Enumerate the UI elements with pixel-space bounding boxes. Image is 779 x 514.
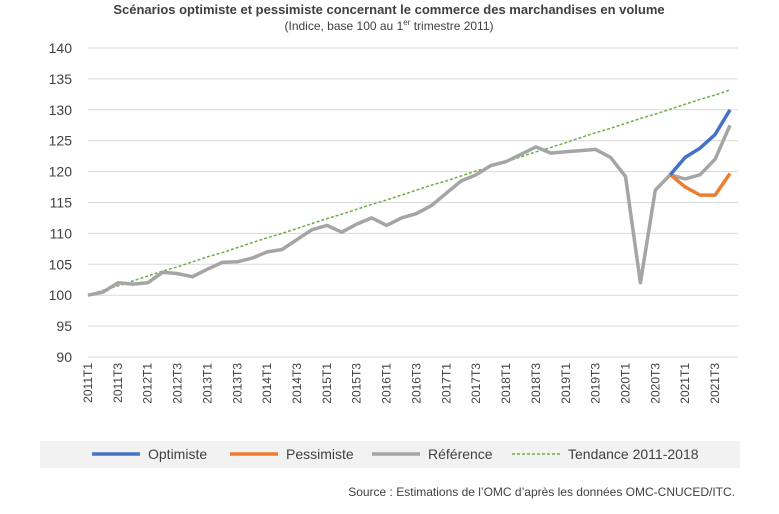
y-tick-label: 125	[49, 133, 73, 149]
y-tick-label: 105	[49, 256, 73, 272]
x-tick-label: 2012T1	[141, 363, 155, 404]
x-tick-label: 2013T3	[230, 363, 244, 404]
x-tick-label: 2011T3	[111, 363, 125, 403]
x-tick-label: 2019T1	[559, 363, 573, 404]
y-tick-label: 135	[49, 71, 73, 87]
x-tick-label: 2013T1	[200, 363, 214, 404]
y-tick-label: 90	[56, 349, 72, 365]
y-tick-label: 120	[49, 164, 73, 180]
subtitle-part: (Indice, base 100 au 1	[284, 19, 403, 33]
x-tick-label: 2018T1	[499, 363, 513, 404]
chart-subtitle: (Indice, base 100 au 1er trimestre 2011)	[284, 18, 493, 33]
y-tick-label: 110	[50, 225, 73, 241]
x-tick-label: 2020T3	[648, 363, 662, 404]
legend-label: Pessimiste	[286, 446, 354, 462]
x-tick-label: 2014T1	[260, 363, 274, 404]
x-tick-label: 2021T3	[708, 363, 722, 404]
x-tick-label: 2019T3	[589, 363, 603, 404]
legend-label: Tendance 2011-2018	[568, 446, 699, 462]
y-tick-label: 130	[49, 102, 73, 118]
legend-label: Référence	[428, 446, 493, 462]
subtitle-sup: er	[403, 18, 410, 27]
x-tick-label: 2014T3	[290, 363, 304, 404]
legend-label: Optimiste	[148, 446, 207, 462]
x-tick-label: 2021T1	[678, 363, 692, 404]
x-tick-label: 2020T1	[618, 363, 632, 404]
x-tick-label: 2015T1	[320, 363, 334, 404]
y-tick-label: 100	[49, 287, 73, 303]
series-line	[668, 108, 732, 176]
y-tick-label: 115	[50, 195, 73, 211]
x-tick-label: 2015T3	[350, 363, 364, 404]
source-note: Source : Estimations de l’OMC d’après le…	[348, 485, 735, 499]
series-line	[87, 89, 731, 296]
series-line	[669, 172, 732, 197]
chart-title: Scénarios optimiste et pessimiste concer…	[113, 2, 664, 17]
x-tick-label: 2012T3	[171, 363, 185, 404]
x-tick-label: 2016T1	[380, 363, 394, 404]
x-tick-label: 2017T3	[469, 363, 483, 404]
series-line	[87, 124, 732, 297]
x-tick-label: 2016T3	[409, 363, 423, 404]
x-tick-label: 2011T1	[81, 363, 95, 403]
y-tick-label: 140	[49, 40, 73, 56]
subtitle-part: trimestre 2011)	[410, 19, 493, 33]
y-tick-label: 95	[56, 318, 72, 334]
x-tick-label: 2018T3	[529, 363, 543, 404]
x-tick-label: 2017T1	[439, 363, 453, 404]
